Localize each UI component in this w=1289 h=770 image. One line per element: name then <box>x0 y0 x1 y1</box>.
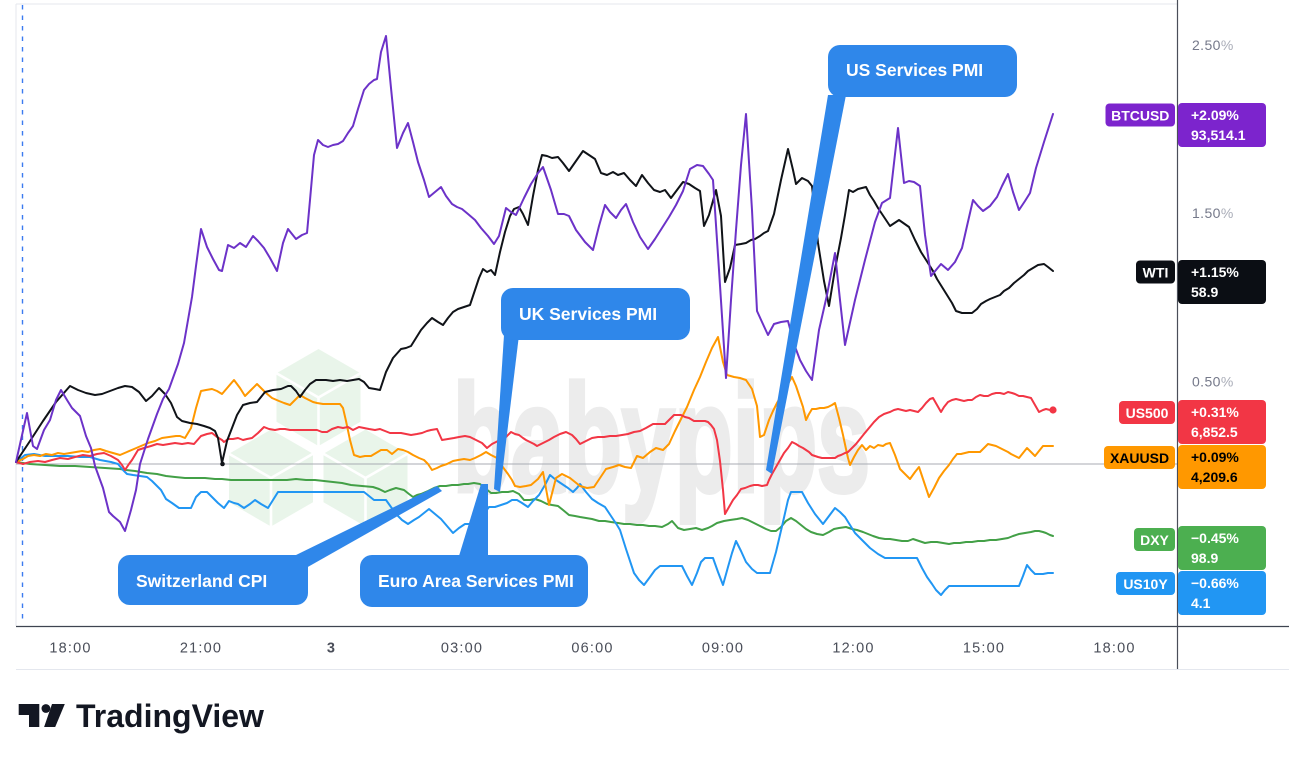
svg-text:03:00: 03:00 <box>441 641 483 657</box>
svg-text:Switzerland CPI: Switzerland CPI <box>136 571 267 591</box>
svg-text:58.9: 58.9 <box>1191 284 1218 300</box>
svg-text:Euro Area Services PMI: Euro Area Services PMI <box>378 571 574 591</box>
svg-text:98.9: 98.9 <box>1191 550 1218 566</box>
svg-text:XAUUSD: XAUUSD <box>1110 450 1169 466</box>
svg-text:DXY: DXY <box>1140 532 1169 548</box>
svg-text:BTCUSD: BTCUSD <box>1111 108 1169 124</box>
svg-text:−0.45%: −0.45% <box>1191 530 1239 546</box>
svg-text:4,209.6: 4,209.6 <box>1191 469 1238 485</box>
svg-text:babypips: babypips <box>453 354 870 524</box>
svg-text:TradingView: TradingView <box>76 698 264 734</box>
svg-text:93,514.1: 93,514.1 <box>1191 127 1246 143</box>
svg-text:+0.09%: +0.09% <box>1191 449 1239 465</box>
svg-text:+1.15%: +1.15% <box>1191 264 1239 280</box>
svg-text:06:00: 06:00 <box>571 641 613 657</box>
svg-text:15:00: 15:00 <box>963 641 1005 657</box>
svg-text:UK Services PMI: UK Services PMI <box>519 304 657 324</box>
svg-text:21:00: 21:00 <box>180 641 222 657</box>
svg-text:US10Y: US10Y <box>1123 576 1168 592</box>
svg-text:−0.66%: −0.66% <box>1191 575 1239 591</box>
svg-text:09:00: 09:00 <box>702 641 744 657</box>
svg-text:+2.09%: +2.09% <box>1191 107 1239 123</box>
svg-text:3: 3 <box>327 641 336 657</box>
svg-text:12:00: 12:00 <box>832 641 874 657</box>
svg-text:US500: US500 <box>1126 405 1169 421</box>
svg-text:18:00: 18:00 <box>1093 641 1135 657</box>
svg-text:+0.31%: +0.31% <box>1191 404 1239 420</box>
svg-text:US Services PMI: US Services PMI <box>846 60 983 80</box>
svg-text:18:00: 18:00 <box>49 641 91 657</box>
svg-text:4.1: 4.1 <box>1191 595 1211 611</box>
svg-text:2.50%: 2.50% <box>1192 37 1234 53</box>
svg-text:1.50%: 1.50% <box>1192 205 1234 221</box>
svg-text:WTI: WTI <box>1143 265 1169 281</box>
svg-text:6,852.5: 6,852.5 <box>1191 424 1238 440</box>
svg-text:0.50%: 0.50% <box>1192 374 1234 390</box>
